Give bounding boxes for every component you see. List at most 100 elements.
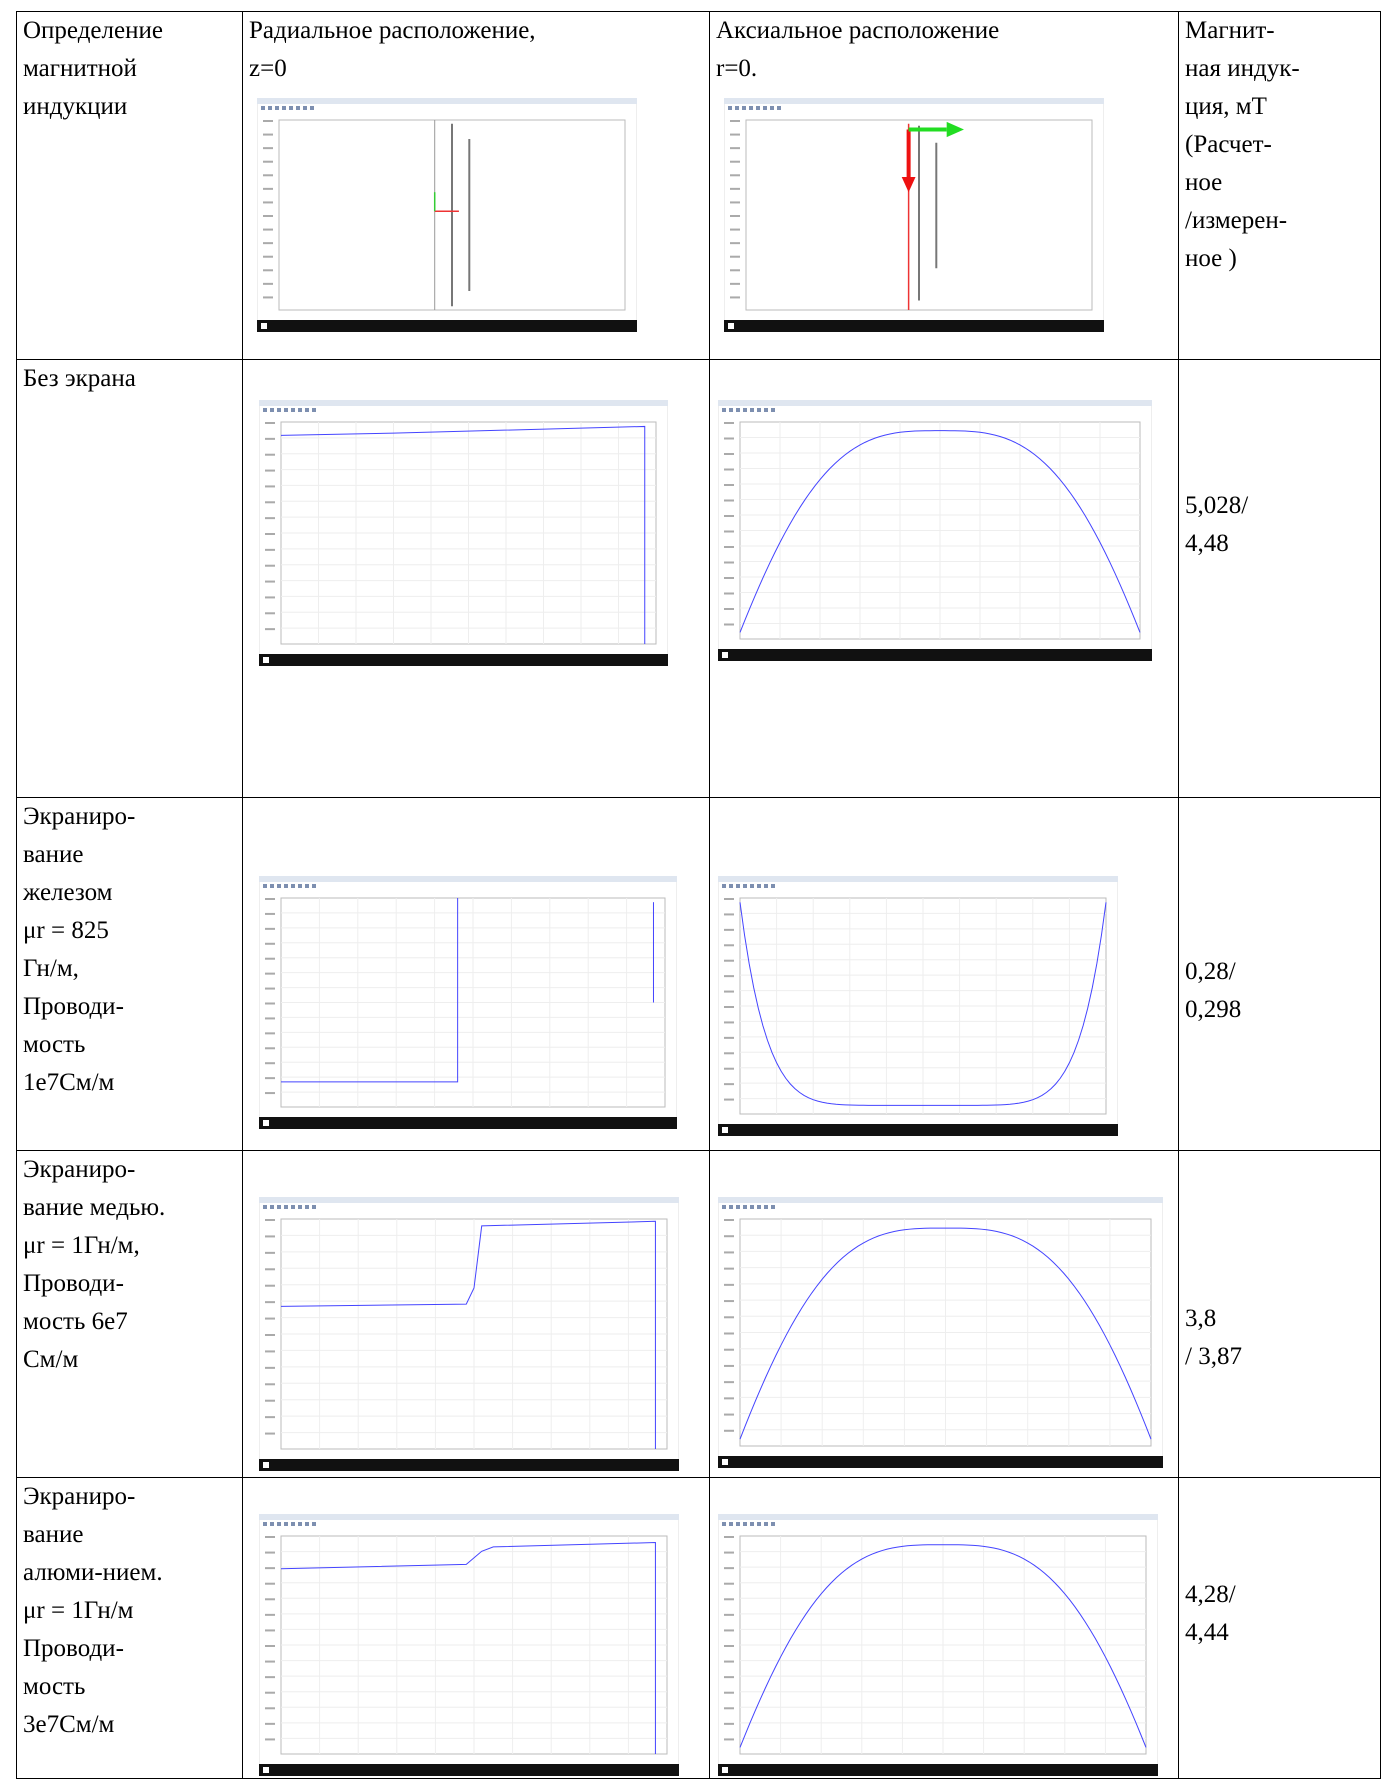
table-row: Экраниро- вание алюми-нием. μr = 1Гн/м П…: [17, 1478, 1381, 1779]
tool-icon: [722, 884, 726, 888]
axis-text: [263, 269, 273, 271]
axis-text: [724, 1645, 734, 1647]
row-label: Без экрана: [23, 360, 236, 398]
axis-text: [265, 470, 275, 472]
axis-text: [265, 958, 275, 960]
screenshot: [259, 400, 668, 666]
axis-text: [724, 562, 734, 564]
axis-text: [730, 296, 740, 298]
tool-icon: [770, 106, 774, 110]
tool-icon: [312, 1205, 316, 1209]
axis-text: [724, 1316, 734, 1318]
axis-text: [724, 1707, 734, 1709]
axis-text: [265, 1350, 275, 1352]
axis-text: [730, 147, 740, 149]
table-row: Без экрана 5,028/ 4,48: [17, 360, 1381, 798]
axis-text: [724, 1397, 734, 1399]
header-text: Аксиальное расположение r=0.: [716, 12, 1172, 88]
tool-icon: [284, 884, 288, 888]
axis-text: [265, 1536, 275, 1538]
axis-text: [263, 256, 273, 258]
axis-text: [724, 1414, 734, 1416]
tool-icon: [296, 106, 300, 110]
taskbar: [718, 649, 1152, 661]
header-cell: Аксиальное расположение r=0.: [710, 12, 1179, 360]
header-cell: Определение магнитной индукции: [17, 12, 243, 360]
axis-text: [265, 1092, 275, 1094]
axis-text: [263, 283, 273, 285]
screenshot: [257, 98, 637, 332]
title-bar: [724, 98, 1104, 104]
axis-text: [724, 960, 734, 962]
axis-text: [724, 500, 734, 502]
axis-text: [265, 1433, 275, 1435]
axis-text: [724, 1536, 734, 1538]
window: [724, 98, 1104, 332]
axis-text: [724, 1723, 734, 1725]
screenshot: [259, 876, 677, 1129]
tool-icon: [275, 106, 279, 110]
axis-text: [265, 1583, 275, 1585]
tool-icon: [750, 1205, 754, 1209]
taskbar: [259, 654, 668, 666]
axis-text: [724, 913, 734, 915]
axis-text: [265, 1692, 275, 1694]
tool-icon: [742, 106, 746, 110]
axis-text: [724, 1021, 734, 1023]
axis-text: [724, 1219, 734, 1221]
tool-icon: [289, 106, 293, 110]
screenshot-cell: [710, 798, 1179, 1151]
tool-icon: [743, 1205, 747, 1209]
tool-icon: [263, 1522, 267, 1526]
axis-text: [265, 1567, 275, 1569]
axis-text: [263, 147, 273, 149]
row-label: Экраниро- вание алюми-нием. μr = 1Гн/м П…: [23, 1478, 236, 1744]
tool-icon: [729, 884, 733, 888]
axis-text: [730, 229, 740, 231]
axis-text: [265, 973, 275, 975]
axis-text: [265, 1645, 275, 1647]
axis-text: [265, 517, 275, 519]
tool-icon: [722, 1522, 726, 1526]
value-cell: 5,028/ 4,48: [1179, 360, 1381, 798]
axis-text: [265, 501, 275, 503]
axis-text: [263, 188, 273, 190]
axis-text: [724, 1349, 734, 1351]
taskbar: [724, 320, 1104, 332]
start-icon: [722, 1459, 728, 1465]
tool-icon: [757, 408, 761, 412]
tool-icon: [722, 408, 726, 412]
induction-value: 5,028/ 4,48: [1185, 360, 1374, 563]
axis-text: [265, 1268, 275, 1270]
tool-icon: [298, 1205, 302, 1209]
axis-text: [724, 422, 734, 424]
tool-icon: [771, 884, 775, 888]
axis-text: [265, 988, 275, 990]
axis-text: [265, 1285, 275, 1287]
axis-text: [730, 242, 740, 244]
axis-text: [724, 1552, 734, 1554]
tool-icon: [310, 106, 314, 110]
title-bar: [718, 1514, 1158, 1520]
axis-text: [265, 1367, 275, 1369]
tool-icon: [312, 884, 316, 888]
axis-text: [724, 1333, 734, 1335]
axis-text: [724, 577, 734, 579]
axis-text: [724, 1006, 734, 1008]
row-label-cell: Без экрана: [17, 360, 243, 798]
axis-text: [724, 1661, 734, 1663]
axis-text: [265, 1334, 275, 1336]
table-row: Экраниро- вание медью. μr = 1Гн/м, Прово…: [17, 1151, 1381, 1478]
tool-icon: [777, 106, 781, 110]
tool-icon: [743, 408, 747, 412]
axis-text: [730, 120, 740, 122]
row-label-cell: Экраниро- вание алюми-нием. μr = 1Гн/м П…: [17, 1478, 243, 1779]
tool-icon: [305, 884, 309, 888]
axis-text: [724, 469, 734, 471]
taskbar: [718, 1764, 1158, 1776]
screenshot-cell: [243, 1478, 710, 1779]
axis-text: [263, 174, 273, 176]
axis-text: [265, 1252, 275, 1254]
screenshot-cell: [710, 360, 1179, 798]
